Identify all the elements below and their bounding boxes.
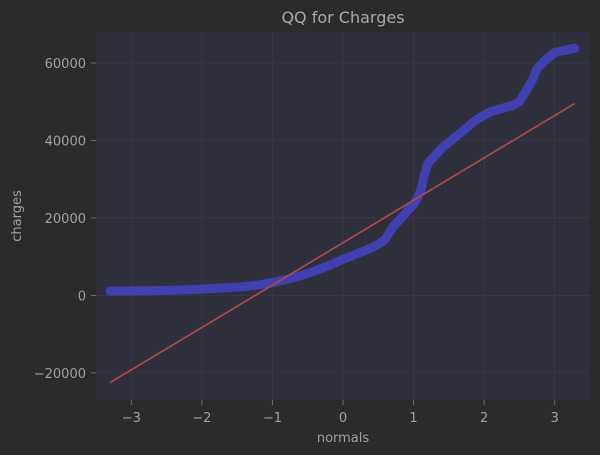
sample-point	[260, 279, 270, 289]
chart-title: QQ for Charges	[281, 8, 404, 27]
sample-point	[218, 283, 228, 293]
sample-point	[253, 280, 263, 290]
sample-point	[359, 246, 369, 256]
sample-point	[190, 285, 200, 295]
sample-point	[532, 64, 542, 74]
sample-point	[550, 48, 560, 58]
x-tick-label: −1	[263, 411, 282, 426]
sample-point	[317, 263, 327, 273]
x-tick-label: −2	[192, 411, 211, 426]
sample-point	[197, 284, 207, 294]
sample-point	[267, 278, 277, 288]
x-tick-label: 2	[480, 411, 488, 426]
y-tick-label: 40000	[45, 134, 86, 149]
y-tick-label: 60000	[45, 57, 86, 72]
sample-point	[451, 132, 461, 142]
sample-point	[147, 286, 157, 296]
y-tick-label: −20000	[34, 367, 86, 382]
sample-point	[204, 284, 214, 294]
sample-point	[493, 104, 503, 114]
x-tick-label: 3	[551, 411, 559, 426]
sample-point	[539, 56, 549, 66]
sample-point	[500, 103, 510, 113]
sample-point	[486, 106, 496, 116]
sample-point	[472, 114, 482, 124]
sample-point	[232, 282, 242, 292]
grid-layer	[96, 32, 590, 400]
x-tick-label: 0	[339, 411, 347, 426]
sample-point	[140, 286, 150, 296]
sample-point	[303, 268, 313, 278]
sample-point	[402, 207, 412, 217]
sample-point	[324, 261, 334, 271]
sample-point	[133, 286, 143, 296]
sample-point	[338, 254, 348, 264]
sample-point	[246, 281, 256, 291]
sample-point	[569, 43, 579, 53]
sample-point	[105, 286, 115, 296]
reference-line	[109, 102, 575, 384]
sample-point	[123, 286, 133, 296]
sample-point	[394, 215, 404, 225]
x-tick-label: 1	[409, 411, 417, 426]
y-axis-label: charges	[10, 190, 25, 242]
sample-point	[239, 282, 249, 292]
sample-point	[479, 110, 489, 120]
sample-point	[521, 85, 531, 95]
sample-point	[169, 285, 179, 295]
y-tick-label: 0	[78, 289, 86, 304]
y-tick-label: 20000	[45, 212, 86, 227]
sample-point	[162, 285, 172, 295]
x-axis-label: normals	[317, 431, 370, 446]
sample-point	[296, 271, 306, 281]
sample-point	[423, 159, 433, 169]
sample-point	[507, 101, 517, 111]
sample-point	[380, 234, 390, 244]
sample-point	[345, 252, 355, 262]
sample-point	[387, 223, 397, 233]
sample-point	[183, 285, 193, 295]
sample-point	[527, 75, 537, 85]
sample-point	[419, 170, 429, 180]
x-tick-label: −3	[122, 411, 141, 426]
series-layer	[105, 43, 579, 384]
sample-point	[458, 126, 468, 136]
sample-point	[416, 186, 426, 196]
sample-point	[310, 266, 320, 276]
sample-point	[430, 151, 440, 161]
sample-point	[176, 285, 186, 295]
sample-point	[352, 249, 362, 259]
sample-point	[366, 243, 376, 253]
sample-point	[225, 282, 235, 292]
sample-point	[331, 257, 341, 267]
sample-point	[155, 286, 165, 296]
sample-point	[437, 143, 447, 153]
sample-point	[373, 239, 383, 249]
sample-point	[211, 283, 221, 293]
sample-point	[444, 137, 454, 147]
sample-point	[289, 273, 299, 283]
sample-point	[465, 120, 475, 130]
axes-layer: −3 −2 −1 0 1 2 3 −20000 0 20000 40000 60000	[34, 57, 559, 426]
